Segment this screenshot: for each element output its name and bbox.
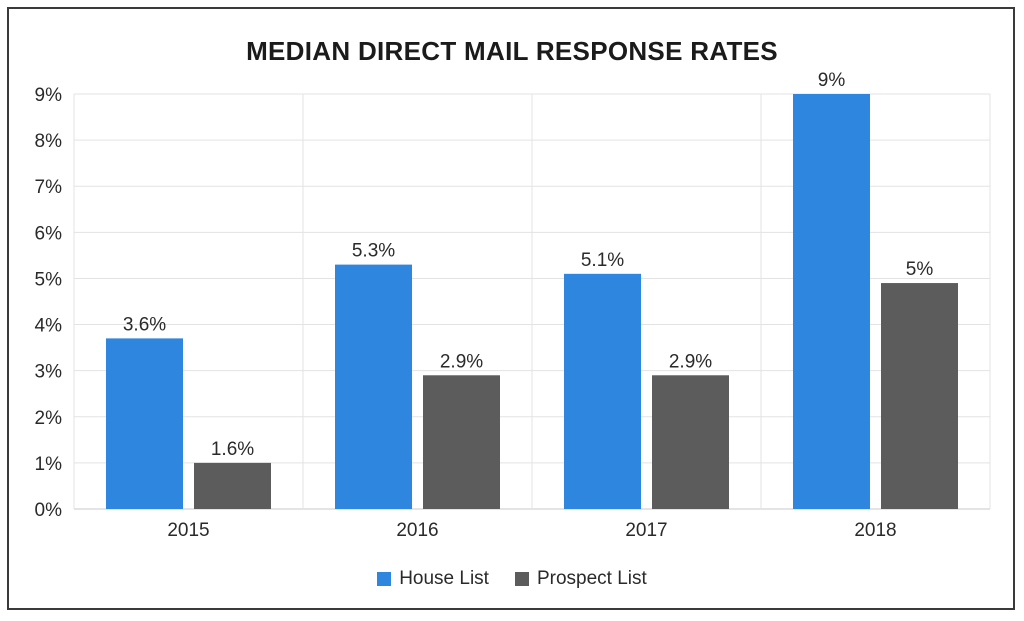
chart-title: MEDIAN DIRECT MAIL RESPONSE RATES bbox=[246, 36, 778, 66]
x-tick-label: 2018 bbox=[854, 520, 896, 541]
data-label: 3.6% bbox=[123, 314, 166, 335]
bar bbox=[335, 264, 412, 509]
data-label: 9% bbox=[818, 70, 846, 91]
bar bbox=[423, 375, 500, 509]
y-tick-label: 2% bbox=[35, 408, 63, 429]
data-label: 5.1% bbox=[581, 250, 624, 271]
legend-item-prospect-list: Prospect List bbox=[514, 568, 647, 590]
y-tick-label: 7% bbox=[35, 177, 63, 198]
x-tick-label: 2015 bbox=[167, 520, 209, 541]
data-label: 5.3% bbox=[352, 241, 395, 262]
y-tick-label: 5% bbox=[35, 269, 63, 290]
bar bbox=[881, 283, 958, 509]
bar bbox=[564, 273, 641, 509]
data-label: 1.6% bbox=[211, 439, 254, 460]
legend-label-prospect-list: Prospect List bbox=[536, 568, 647, 589]
legend-label-house-list: House List bbox=[399, 568, 489, 589]
bar bbox=[194, 462, 271, 509]
legend-item-house-list: House List bbox=[377, 568, 489, 590]
x-tick-label: 2016 bbox=[396, 520, 438, 541]
data-label: 2.9% bbox=[669, 351, 712, 372]
y-tick-label: 6% bbox=[35, 223, 63, 244]
bar bbox=[106, 338, 183, 509]
y-tick-label: 8% bbox=[35, 131, 63, 152]
y-tick-label: 9% bbox=[35, 85, 63, 106]
bar bbox=[652, 375, 729, 509]
y-tick-label: 1% bbox=[35, 454, 63, 475]
x-tick-label: 2017 bbox=[625, 520, 667, 541]
data-label: 5% bbox=[906, 259, 934, 280]
legend: House List Prospect List bbox=[0, 568, 1024, 590]
data-label: 2.9% bbox=[440, 351, 483, 372]
y-tick-label: 0% bbox=[35, 500, 63, 521]
y-tick-label: 3% bbox=[35, 362, 63, 383]
legend-swatch-house-list bbox=[377, 572, 392, 586]
y-tick-label: 4% bbox=[35, 316, 63, 337]
legend-swatch-prospect-list bbox=[514, 572, 529, 586]
bar bbox=[793, 94, 870, 509]
